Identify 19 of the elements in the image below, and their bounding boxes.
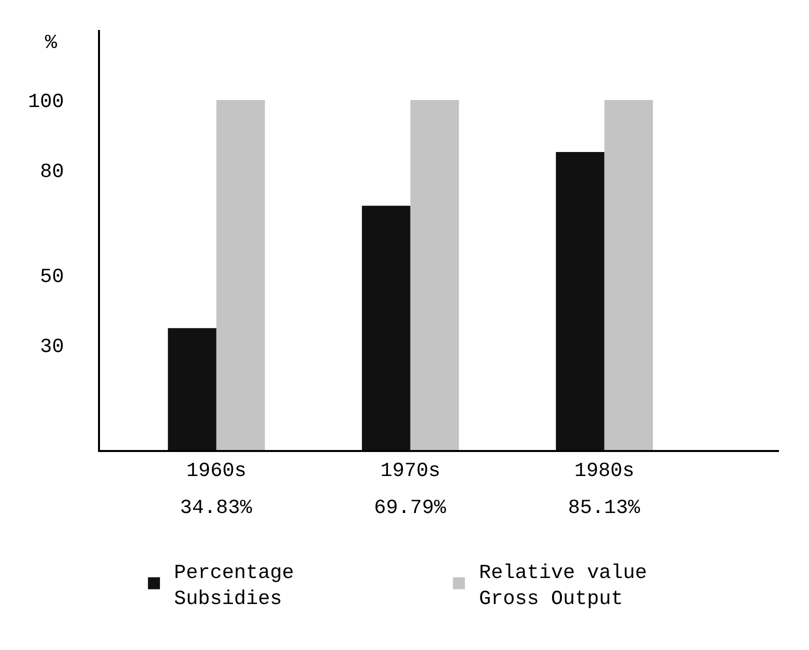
x-tick-label: 1970s	[380, 460, 440, 483]
y-tick-label: 50	[40, 266, 64, 289]
y-axis-title: %	[45, 32, 58, 55]
bar	[362, 206, 410, 450]
x-tick-label: 1960s	[186, 460, 246, 483]
y-tick-label: 100	[28, 91, 64, 114]
legend-label: Percentage Subsidies	[174, 562, 294, 612]
bar	[168, 328, 216, 450]
bar	[216, 100, 265, 450]
bar	[556, 152, 604, 450]
y-tick-label: 30	[40, 336, 64, 359]
data-label: 85.13%	[568, 497, 642, 520]
x-tick-label: 1980s	[574, 460, 634, 483]
y-tick-label: 80	[40, 161, 64, 184]
bar	[410, 100, 459, 450]
data-label: 69.79%	[374, 497, 448, 520]
legend-label: Relative value Gross Output	[478, 562, 647, 612]
data-label: 34.83%	[180, 497, 254, 520]
bar	[604, 100, 653, 450]
